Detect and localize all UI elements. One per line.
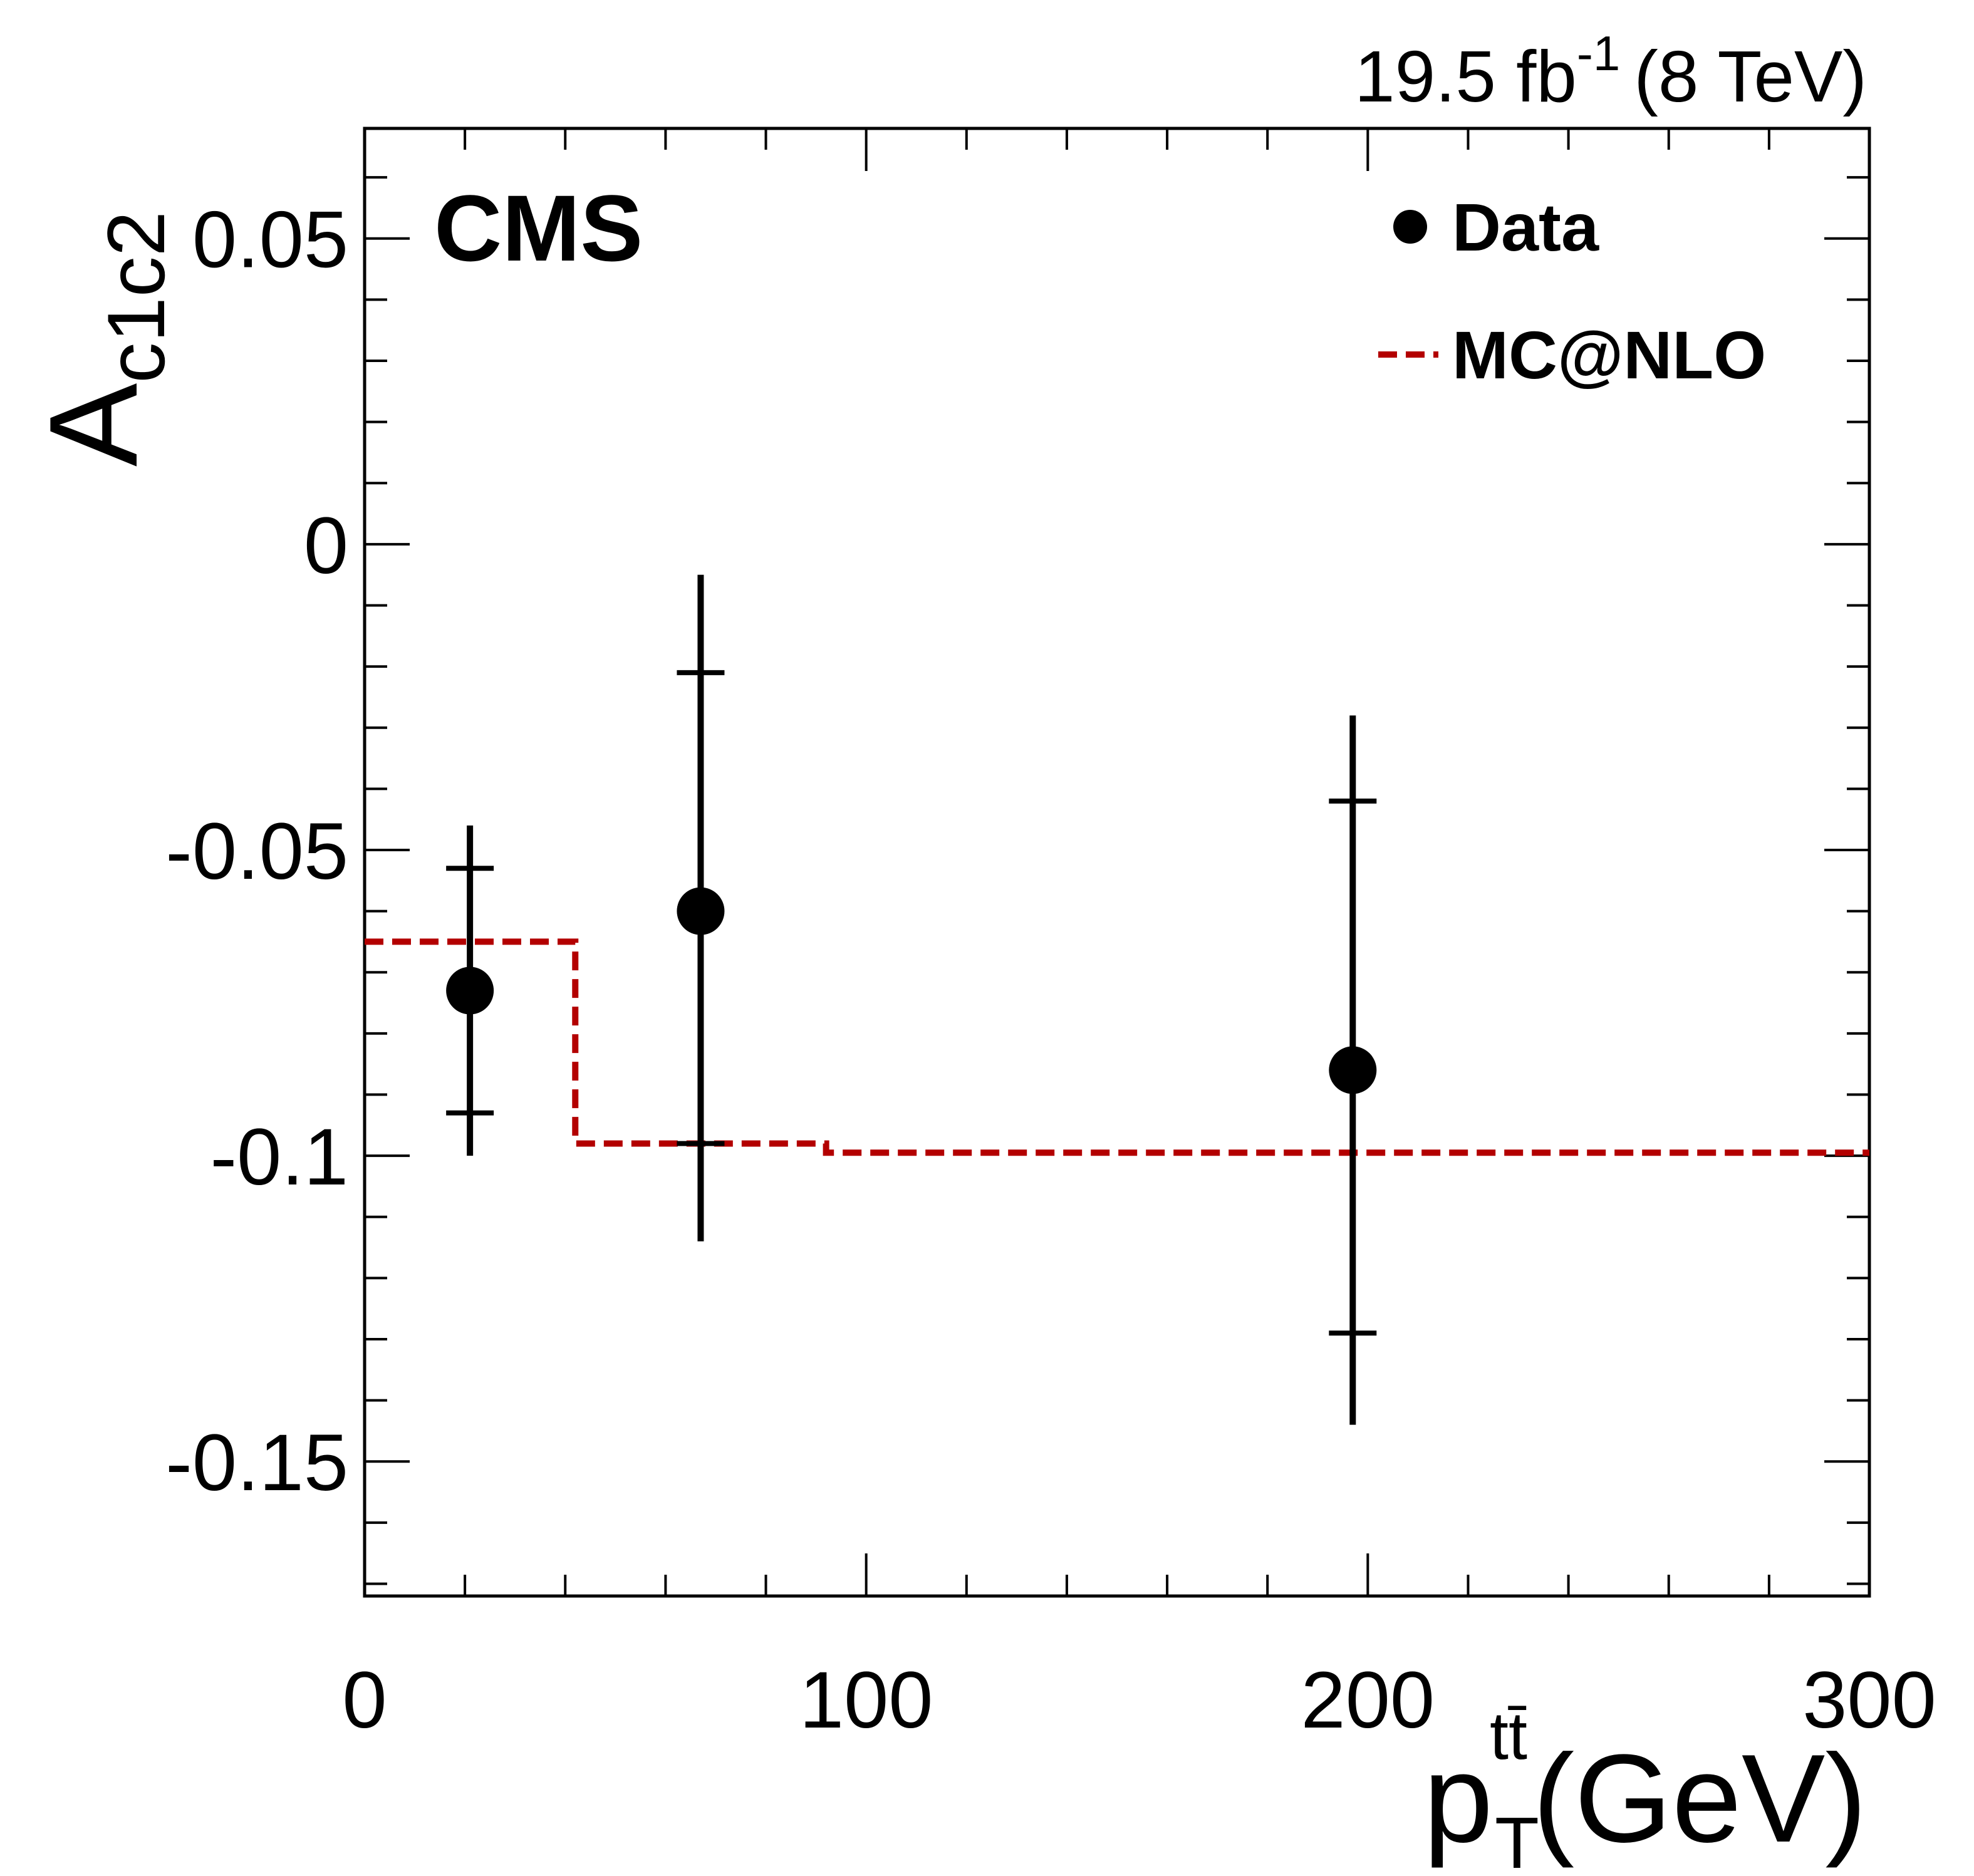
y-tick-label: 0.05 <box>192 195 348 285</box>
legend-data-marker <box>1393 210 1427 244</box>
mc-step-line <box>365 938 1869 1156</box>
experiment-label: CMS <box>434 175 643 281</box>
lumi-exponent: -1 <box>1577 26 1620 81</box>
legend-mc-label: MC@NLO <box>1452 317 1766 393</box>
x-tick-label: 200 <box>1301 1656 1435 1745</box>
x-axis-title-sup: tt̄ <box>1490 1697 1527 1773</box>
axis-ticks <box>363 128 1871 1596</box>
y-tick-label: 0 <box>304 501 348 591</box>
data-point <box>1329 1046 1377 1094</box>
x-tick-label: 300 <box>1802 1656 1936 1745</box>
data-point <box>446 967 494 1015</box>
y-axis-title-sub: c1c2 <box>90 211 182 383</box>
data-point <box>677 887 725 935</box>
x-tick-label: 100 <box>799 1656 933 1745</box>
x-axis-title-sub: T <box>1495 1802 1539 1876</box>
lumi-value: 19.5 fb <box>1354 36 1577 117</box>
lumi-label: 19.5 fb-1 (8 TeV) <box>1354 26 1867 117</box>
y-axis-title: Ac1c2 <box>24 211 182 467</box>
y-tick-labels: 0.05 0 -0.05 -0.1 -0.15 <box>165 195 348 1508</box>
y-axis-title-main: A <box>24 383 164 467</box>
x-tick-labels: 0 100 200 300 <box>342 1656 1936 1745</box>
data-points-group <box>446 574 1377 1425</box>
plot-frame <box>363 127 1871 1598</box>
y-tick-label: -0.05 <box>165 807 348 896</box>
y-tick-label: -0.15 <box>165 1418 348 1508</box>
legend-data-label: Data <box>1452 189 1599 265</box>
y-tick-label: -0.1 <box>210 1112 348 1202</box>
x-axis-title-main: p <box>1423 1729 1493 1868</box>
mc-step-group <box>365 938 1869 1156</box>
x-tick-label: 0 <box>342 1656 387 1745</box>
x-axis-title-unit: (GeV) <box>1533 1729 1867 1868</box>
legend: Data MC@NLO <box>1378 189 1766 393</box>
lumi-energy: (8 TeV) <box>1634 36 1867 117</box>
